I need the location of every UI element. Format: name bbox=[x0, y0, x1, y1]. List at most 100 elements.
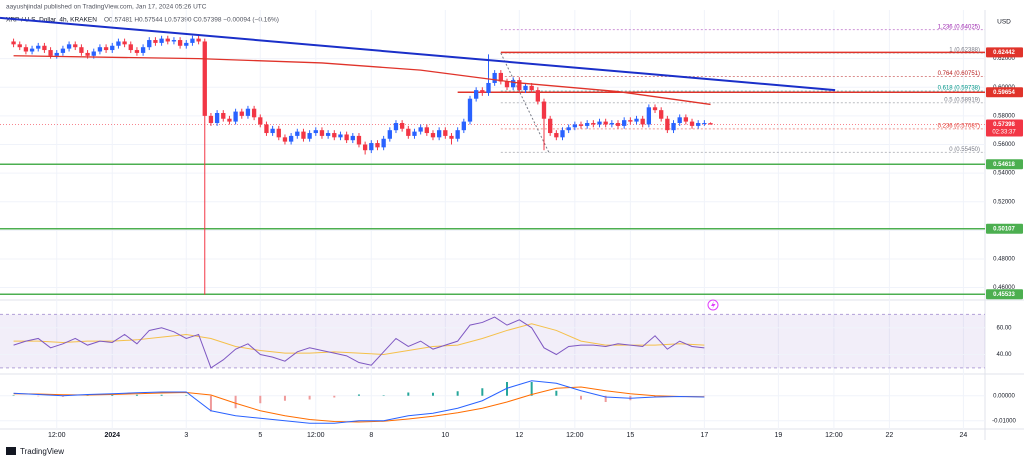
event-icon-bolt bbox=[711, 301, 716, 309]
candle-body bbox=[424, 127, 429, 134]
x-tick-label: 3 bbox=[184, 432, 188, 439]
candle-body bbox=[498, 72, 503, 82]
candle-body bbox=[541, 101, 547, 119]
level-label: 0.62442 bbox=[993, 50, 1015, 56]
candle-body bbox=[319, 130, 325, 136]
candle-body bbox=[66, 44, 72, 49]
level-box bbox=[986, 87, 1023, 98]
candle-body bbox=[184, 42, 189, 46]
candle-body bbox=[42, 45, 47, 51]
candle-body bbox=[696, 123, 701, 126]
candle-body bbox=[270, 128, 275, 134]
overlay-line bbox=[13, 55, 711, 106]
candle-body bbox=[128, 44, 133, 51]
candle-body bbox=[344, 134, 349, 141]
candle-body bbox=[517, 80, 522, 91]
candle-body bbox=[11, 41, 16, 45]
candle-body bbox=[449, 135, 454, 139]
candle-body bbox=[245, 108, 251, 116]
candle-body bbox=[603, 121, 608, 125]
candle-body bbox=[652, 107, 658, 111]
candle-body bbox=[369, 143, 374, 151]
candle-body bbox=[159, 38, 164, 43]
candle-body bbox=[227, 118, 232, 122]
candle-body bbox=[153, 40, 158, 43]
candle-body bbox=[406, 128, 411, 136]
x-tick-label: 12:00 bbox=[566, 432, 584, 439]
candle-body bbox=[190, 38, 195, 43]
candle-body bbox=[208, 115, 214, 124]
candle-body bbox=[251, 108, 257, 118]
candle-body bbox=[554, 133, 559, 138]
fib-label: 0.5 (0.58919) bbox=[944, 97, 980, 103]
macd-line bbox=[13, 380, 705, 424]
candle-body bbox=[338, 134, 343, 138]
level-box bbox=[986, 159, 1023, 170]
x-tick-label: 12:00 bbox=[307, 432, 325, 439]
candle-body bbox=[640, 118, 645, 125]
level-box bbox=[986, 289, 1023, 300]
labels-layer: 12:00 2024 3 5 12:00 8 10 12 12:00 15 17 19 12:00 22 2… bbox=[48, 24, 1023, 439]
candle-body bbox=[566, 127, 571, 131]
candle-body bbox=[264, 124, 269, 134]
candle-body bbox=[504, 81, 510, 88]
candle-body bbox=[362, 144, 368, 151]
x-tick-label: 12:00 bbox=[825, 432, 843, 439]
candle-body bbox=[578, 124, 584, 126]
level-label: 0.50107 bbox=[993, 226, 1015, 232]
currency: USD bbox=[997, 19, 1011, 26]
level-label: 0.45533 bbox=[993, 292, 1015, 298]
candle-body bbox=[375, 143, 380, 148]
grid-layer bbox=[0, 10, 985, 429]
candle-body bbox=[430, 133, 436, 138]
x-tick-label: 15 bbox=[626, 432, 634, 439]
candle-body bbox=[110, 45, 115, 51]
candle-body bbox=[202, 41, 207, 116]
candle-body bbox=[91, 51, 96, 56]
x-tick-label: 2024 bbox=[104, 432, 120, 439]
brand-logo bbox=[6, 447, 16, 455]
candle-body bbox=[214, 113, 220, 124]
candle-body bbox=[535, 90, 540, 102]
candle-body bbox=[455, 130, 460, 139]
candle-body bbox=[591, 123, 596, 125]
candle-body bbox=[418, 127, 423, 132]
candle-body bbox=[665, 118, 670, 131]
candle-body bbox=[443, 130, 448, 136]
candle-body bbox=[461, 121, 466, 131]
candle-body bbox=[597, 121, 602, 125]
x-tick-label: 17 bbox=[700, 432, 708, 439]
candle-body bbox=[258, 117, 263, 125]
levels-layer bbox=[0, 51, 985, 295]
candle-body bbox=[60, 48, 66, 53]
fib-layer bbox=[500, 29, 985, 153]
candle-body bbox=[523, 85, 528, 91]
candle-body bbox=[412, 131, 417, 136]
candle-body bbox=[97, 47, 103, 52]
candle-body bbox=[399, 123, 405, 129]
candle-body bbox=[381, 138, 386, 148]
candle-body bbox=[628, 120, 633, 122]
rsi-line bbox=[13, 316, 705, 369]
candle-body bbox=[165, 38, 170, 42]
fib-label: 1.236 (0.64025) bbox=[938, 24, 980, 30]
candle-body bbox=[683, 117, 689, 122]
fib-label: 0.618 (0.59738) bbox=[938, 86, 980, 92]
candle-body bbox=[492, 72, 497, 83]
x-tick-label: 22 bbox=[886, 432, 894, 439]
candle-body bbox=[73, 44, 78, 48]
candle-body bbox=[393, 123, 399, 131]
candle-body bbox=[325, 133, 331, 136]
overlay-line bbox=[0, 16, 836, 92]
candle-body bbox=[529, 85, 534, 91]
y-tick-label: 0.58000 bbox=[993, 113, 1015, 119]
candle-body bbox=[79, 47, 84, 53]
candle-body bbox=[702, 123, 707, 125]
candle-body bbox=[646, 107, 652, 125]
y-tick-label: 0.62000 bbox=[993, 56, 1015, 62]
candle-body bbox=[36, 45, 41, 49]
x-tick-label: 19 bbox=[774, 432, 782, 439]
x-tick-label: 10 bbox=[441, 432, 449, 439]
countdown: 02:33:37 bbox=[992, 130, 1016, 136]
candle-body bbox=[659, 110, 664, 119]
